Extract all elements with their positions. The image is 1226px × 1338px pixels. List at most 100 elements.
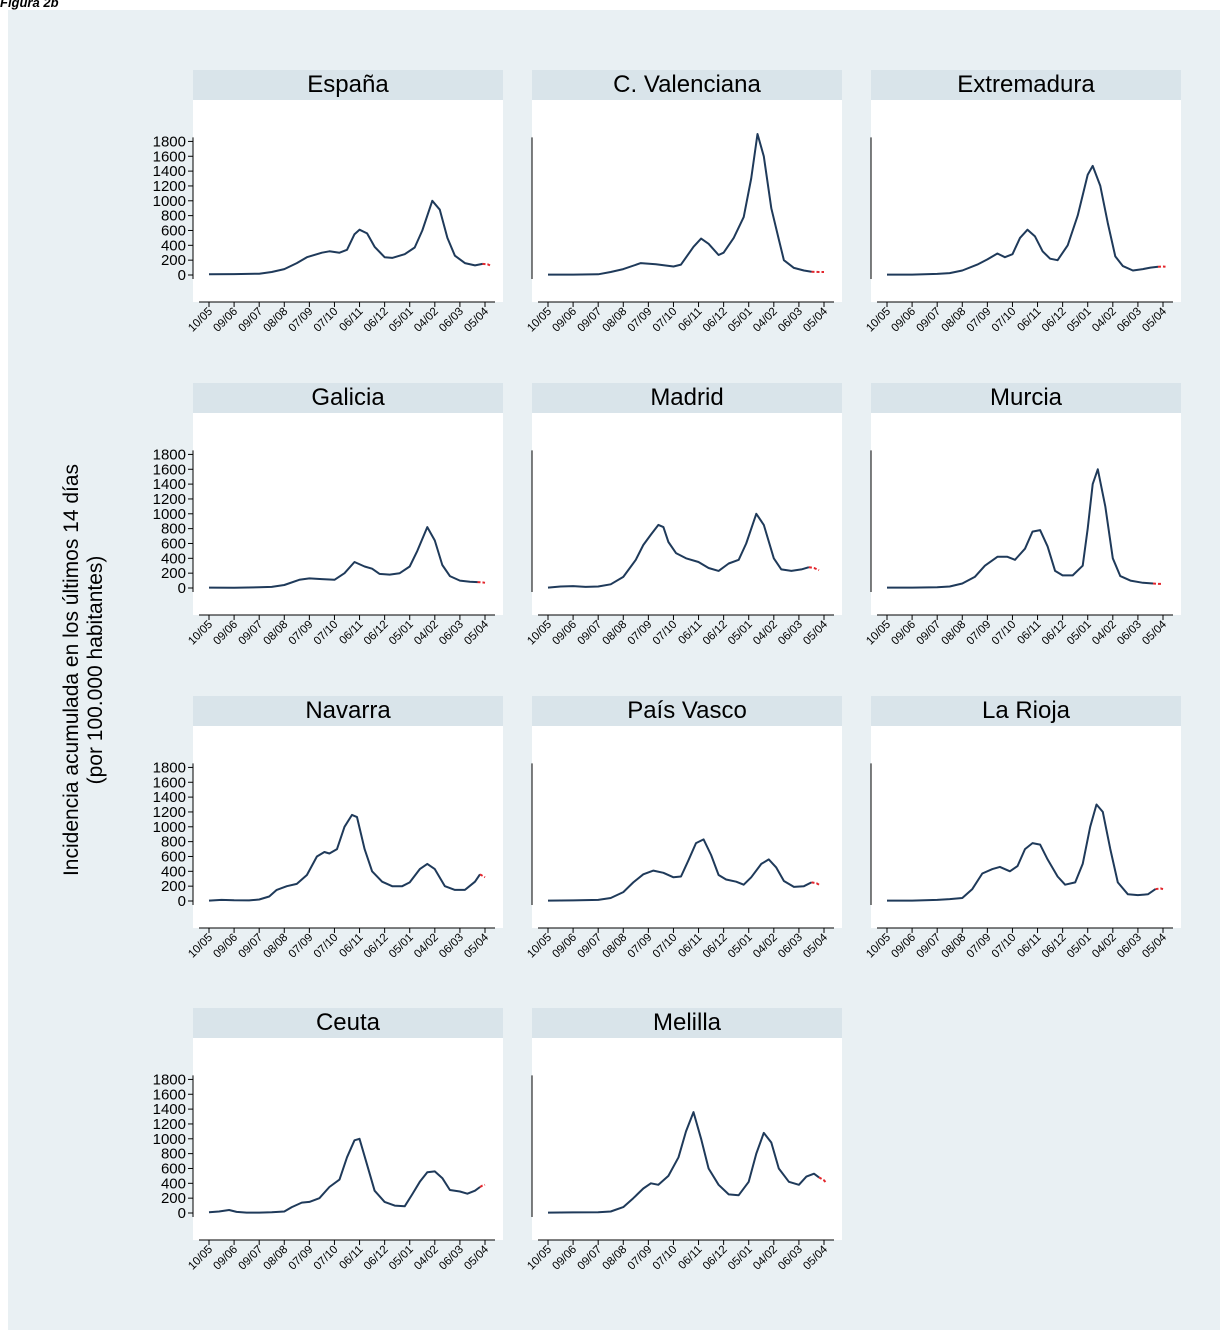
- x-tick-label: 08/08: [940, 619, 969, 648]
- x-tick-label: 05/04: [801, 931, 830, 960]
- y-tick-label: 800: [161, 1146, 186, 1163]
- x-tick-label: 06/11: [676, 619, 704, 647]
- x-tick-label: 08/08: [601, 932, 630, 961]
- y-tick-label: 800: [161, 521, 186, 538]
- y-tick-label: 0: [178, 580, 186, 597]
- x-tick-label: 07/09: [626, 306, 655, 335]
- series-line: [208, 526, 478, 589]
- panel-title: Melilla: [653, 1009, 722, 1036]
- panel-title: Galicia: [311, 384, 385, 411]
- x-tick-label: 06/11: [676, 306, 704, 334]
- x-tick-label: 06/11: [337, 932, 365, 960]
- x-tick-label: 06/12: [1040, 932, 1069, 961]
- plot-area: [532, 1038, 842, 1240]
- x-tick-label: 04/02: [751, 306, 780, 335]
- series-line-recent: [482, 262, 491, 267]
- y-tick-label: 1000: [153, 819, 186, 836]
- plot-area: [193, 413, 503, 615]
- x-tick-label: 10/05: [186, 619, 215, 648]
- y-tick-label: 1200: [153, 491, 186, 508]
- y-tick-label: 0: [178, 893, 186, 910]
- x-tick-label: 05/01: [726, 932, 755, 961]
- x-tick-label: 09/07: [236, 306, 265, 335]
- x-tick-label: 07/10: [651, 1244, 680, 1273]
- x-tick-label: 07/09: [287, 306, 316, 335]
- x-tick-label: 06/11: [337, 619, 365, 647]
- series-line: [547, 512, 810, 589]
- y-tick-label: 200: [161, 1190, 186, 1207]
- x-tick-label: 05/01: [726, 619, 755, 648]
- series-line-recent: [477, 581, 486, 584]
- x-tick-label: 07/10: [990, 619, 1019, 648]
- y-tick-label: 200: [161, 565, 186, 582]
- panel-title-bar: [532, 70, 842, 100]
- y-tick-label: 400: [161, 237, 186, 254]
- y-tick-label: 0: [178, 267, 186, 284]
- y-axis-label-line1: Incidencia acumulada en los últimos 14 d…: [60, 464, 83, 876]
- x-tick-label: 07/09: [626, 1244, 655, 1273]
- y-tick-label: 600: [161, 1160, 186, 1177]
- x-tick-label: 06/12: [701, 306, 730, 335]
- x-tick-label: 06/12: [1040, 619, 1069, 648]
- panel-pais-vasco: País Vasco 10/0509/0609/0708/0807/0907/10…: [525, 696, 842, 960]
- x-tick-label: 06/12: [701, 932, 730, 961]
- x-tick-label: 05/04: [1140, 931, 1169, 960]
- y-tick-label: 1400: [153, 789, 186, 806]
- series-line-recent: [808, 566, 820, 572]
- x-tick-label: 06/03: [776, 306, 805, 335]
- series-line-recent: [479, 1183, 486, 1188]
- x-tick-label: 07/10: [312, 1244, 341, 1273]
- x-tick-label: 05/01: [1065, 306, 1094, 335]
- x-tick-label: 04/02: [751, 619, 780, 648]
- y-tick-label: 1400: [153, 1101, 186, 1118]
- x-tick-label: 07/10: [312, 619, 341, 648]
- x-tick-label: 09/07: [914, 306, 943, 335]
- x-tick-label: 08/08: [940, 306, 969, 335]
- y-tick-label: 200: [161, 252, 186, 269]
- x-tick-label: 09/06: [211, 306, 240, 335]
- panel-title: Navarra: [305, 697, 391, 724]
- x-tick-label: 09/06: [211, 619, 240, 648]
- plot-area: [193, 1038, 503, 1240]
- y-tick-label: 400: [161, 1175, 186, 1192]
- x-tick-label: 06/11: [337, 306, 365, 334]
- x-tick-label: 06/12: [701, 1244, 730, 1273]
- x-tick-label: 06/11: [1015, 932, 1043, 960]
- plot-area: [532, 726, 842, 928]
- panel-melilla: Melilla10/0509/0609/0708/0807/0907/1006/…: [525, 1008, 842, 1272]
- x-tick-label: 04/02: [412, 1244, 441, 1273]
- series-line: [887, 164, 1159, 276]
- y-tick-label: 800: [161, 834, 186, 851]
- y-tick-label: 1600: [153, 461, 186, 478]
- panel-title: Extremadura: [957, 71, 1095, 98]
- panel-title: La Rioja: [982, 697, 1071, 724]
- x-tick-label: 09/07: [575, 932, 604, 961]
- x-tick-label: 06/03: [776, 1244, 805, 1273]
- series-line: [887, 468, 1154, 589]
- x-tick-label: 04/02: [1090, 306, 1119, 335]
- plot-area: [193, 100, 503, 302]
- x-tick-label: 06/12: [362, 1244, 391, 1273]
- x-tick-label: 05/01: [387, 1244, 416, 1273]
- chart-grid: Incidencia acumulada en los últimos 14 d…: [60, 70, 1181, 1273]
- y-tick-label: 1600: [153, 1086, 186, 1103]
- x-tick-label: 07/10: [990, 932, 1019, 961]
- panel-title: Murcia: [990, 384, 1063, 411]
- y-tick-label: 1600: [153, 148, 186, 165]
- x-tick-label: 05/01: [1065, 932, 1094, 961]
- x-tick-label: 04/02: [1090, 619, 1119, 648]
- x-tick-label: 05/04: [462, 618, 491, 647]
- x-tick-label: 07/09: [965, 619, 994, 648]
- x-tick-label: 05/01: [726, 1244, 755, 1273]
- y-tick-label: 400: [161, 550, 186, 567]
- panel-extremadura: Extremadura 10/0509/0609/0708/0807/0907/1…: [864, 70, 1181, 334]
- panel-title-bar: [871, 70, 1181, 100]
- x-tick-label: 04/02: [1090, 932, 1119, 961]
- x-tick-label: 05/01: [387, 932, 416, 961]
- y-tick-label: 600: [161, 535, 186, 552]
- plot-area: [871, 100, 1181, 302]
- y-tick-label: 1800: [153, 759, 186, 776]
- series-line: [547, 838, 812, 902]
- y-tick-label: 600: [161, 848, 186, 865]
